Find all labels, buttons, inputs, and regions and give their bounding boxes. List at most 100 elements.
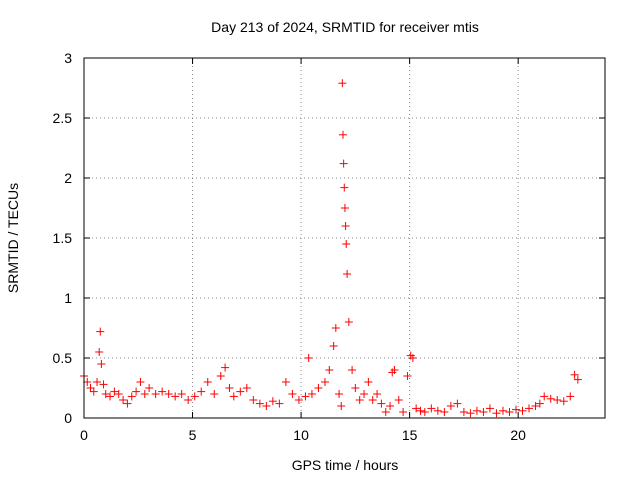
data-point bbox=[89, 387, 98, 396]
data-point bbox=[540, 392, 549, 401]
data-point bbox=[412, 404, 421, 413]
data-point bbox=[355, 396, 364, 404]
data-point bbox=[337, 402, 346, 410]
data-point bbox=[236, 387, 245, 396]
data-point bbox=[498, 406, 507, 415]
data-point bbox=[466, 409, 475, 418]
data-point bbox=[304, 354, 313, 362]
data-point bbox=[320, 378, 329, 386]
data-point bbox=[242, 384, 251, 392]
data-point bbox=[511, 405, 520, 414]
x-tick-label: 0 bbox=[80, 427, 88, 443]
data-point bbox=[339, 159, 348, 168]
data-point bbox=[420, 408, 429, 416]
data-point bbox=[275, 399, 284, 408]
data-point bbox=[329, 342, 338, 350]
y-tick-label: 0.5 bbox=[53, 350, 73, 366]
data-point bbox=[518, 406, 527, 415]
plot-frame bbox=[83, 57, 606, 419]
data-point bbox=[335, 390, 344, 398]
data-point bbox=[408, 354, 417, 362]
data-point bbox=[127, 392, 136, 401]
data-point bbox=[325, 366, 334, 374]
data-point bbox=[301, 392, 310, 401]
data-point bbox=[343, 270, 352, 278]
y-tick-label: 0 bbox=[64, 410, 72, 426]
data-point bbox=[190, 392, 199, 401]
data-point bbox=[381, 408, 390, 416]
data-point bbox=[140, 390, 149, 398]
data-point bbox=[338, 79, 347, 88]
data-point bbox=[553, 396, 562, 404]
data-point bbox=[479, 408, 488, 416]
x-axis-label: GPS time / hours bbox=[292, 457, 399, 473]
data-point bbox=[110, 387, 119, 396]
data-point bbox=[531, 402, 540, 410]
data-point bbox=[294, 396, 303, 404]
data-point bbox=[95, 348, 104, 356]
y-tick-label: 2 bbox=[64, 170, 72, 186]
data-point bbox=[525, 404, 534, 413]
x-tick-label: 10 bbox=[293, 427, 309, 443]
data-point bbox=[351, 384, 360, 392]
data-point bbox=[268, 397, 277, 406]
data-point bbox=[340, 204, 349, 212]
data-point bbox=[86, 384, 95, 392]
data-point bbox=[93, 378, 102, 386]
data-point bbox=[390, 366, 399, 374]
data-point bbox=[255, 399, 264, 408]
data-point bbox=[566, 392, 575, 401]
data-point bbox=[158, 387, 167, 396]
data-point bbox=[360, 390, 369, 398]
data-point bbox=[307, 390, 316, 398]
data-point bbox=[364, 378, 373, 386]
data-point bbox=[340, 183, 349, 192]
data-point bbox=[216, 372, 225, 380]
data-point bbox=[119, 396, 128, 404]
data-point bbox=[281, 378, 290, 386]
data-point bbox=[249, 396, 258, 404]
grid-lines bbox=[84, 58, 605, 418]
data-point bbox=[394, 396, 403, 404]
data-point bbox=[114, 390, 123, 398]
data-point bbox=[83, 378, 92, 386]
data-point bbox=[99, 380, 108, 389]
data-point bbox=[368, 396, 377, 404]
y-tick-label: 1 bbox=[64, 290, 72, 306]
x-tick-label: 15 bbox=[402, 427, 418, 443]
data-point bbox=[177, 390, 186, 398]
axis-ticks: 0 0.5 1 1.5 2 2.5 3 0 5 10 15 20 bbox=[53, 50, 605, 443]
data-point bbox=[203, 378, 212, 386]
data-point bbox=[570, 370, 579, 379]
x-tick-label: 20 bbox=[510, 427, 526, 443]
data-point bbox=[197, 387, 206, 396]
data-point bbox=[106, 392, 115, 401]
data-point bbox=[164, 390, 173, 398]
data-point bbox=[535, 399, 544, 408]
data-point bbox=[97, 360, 106, 368]
data-point bbox=[341, 222, 350, 230]
data-point bbox=[145, 384, 154, 392]
x-tick-label: 5 bbox=[189, 427, 197, 443]
data-point bbox=[386, 402, 395, 410]
y-tick-label: 3 bbox=[64, 50, 72, 66]
data-point bbox=[262, 402, 271, 410]
data-point bbox=[399, 408, 408, 416]
data-point bbox=[225, 384, 234, 392]
data-point bbox=[403, 372, 412, 380]
data-point bbox=[373, 390, 382, 398]
data-series-srmtid bbox=[80, 79, 582, 418]
data-point bbox=[559, 397, 568, 406]
data-point bbox=[101, 390, 110, 398]
data-point bbox=[573, 375, 582, 384]
data-point bbox=[433, 406, 442, 415]
data-point bbox=[344, 318, 353, 326]
data-point bbox=[440, 408, 449, 416]
data-point bbox=[446, 402, 455, 410]
data-point bbox=[210, 390, 219, 398]
data-point bbox=[416, 406, 425, 415]
data-point bbox=[136, 378, 145, 386]
data-point bbox=[348, 366, 357, 374]
data-point bbox=[331, 324, 340, 332]
